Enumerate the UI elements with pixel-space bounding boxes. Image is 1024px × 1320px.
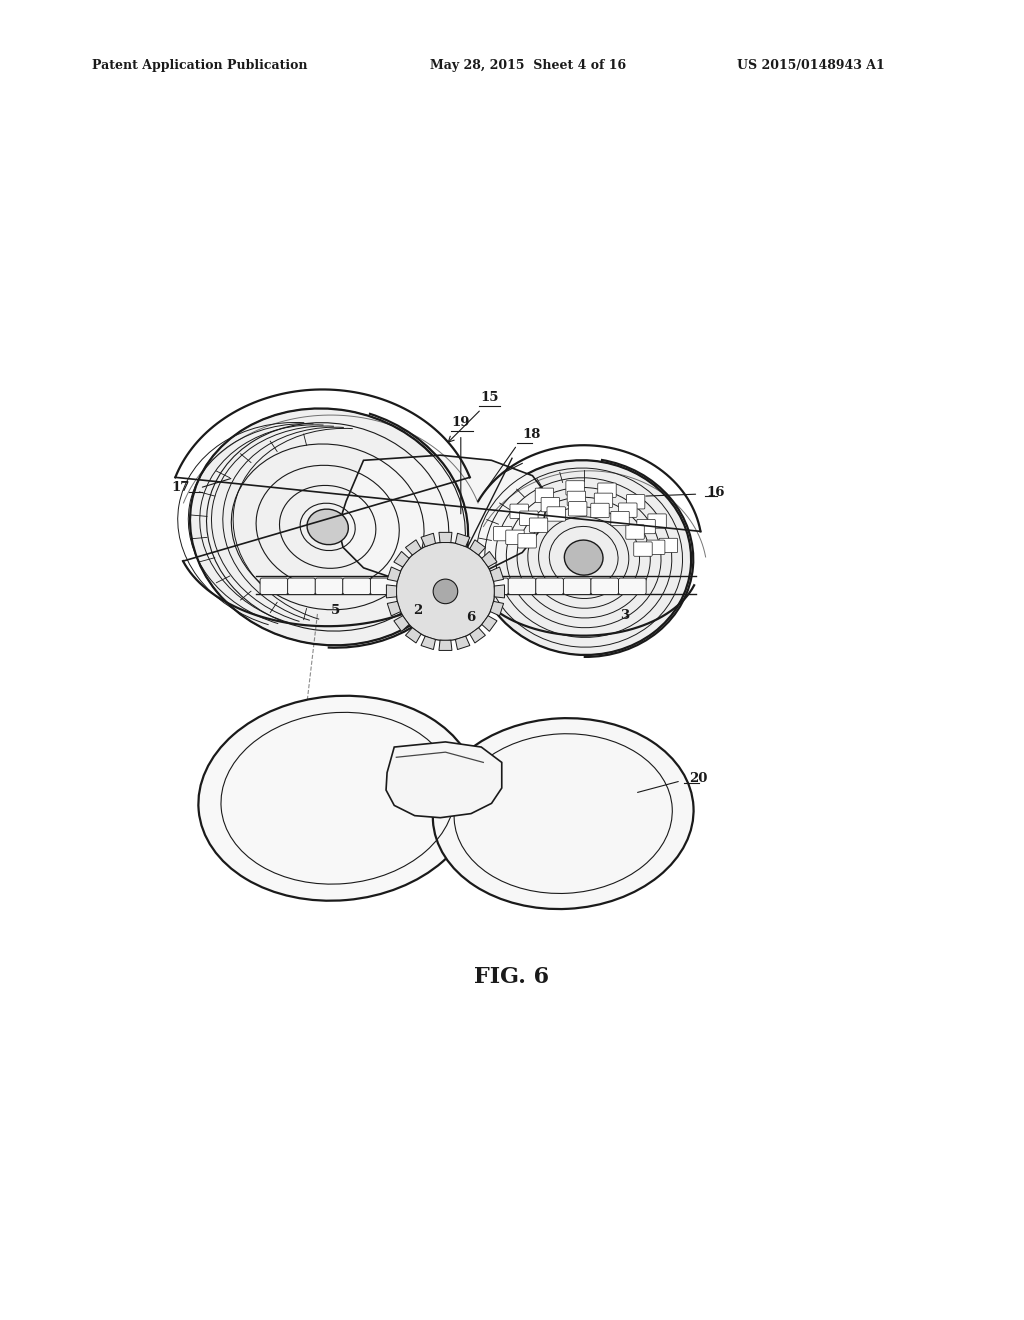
FancyBboxPatch shape [567, 491, 586, 506]
Text: 16: 16 [707, 486, 725, 499]
FancyBboxPatch shape [637, 519, 655, 533]
Polygon shape [456, 636, 470, 649]
Polygon shape [490, 568, 504, 581]
Ellipse shape [199, 696, 477, 900]
Polygon shape [406, 628, 421, 643]
Polygon shape [387, 602, 400, 616]
Polygon shape [394, 615, 409, 631]
Ellipse shape [190, 408, 465, 645]
Text: 3: 3 [621, 609, 629, 622]
FancyBboxPatch shape [541, 498, 559, 512]
Text: US 2015/0148943 A1: US 2015/0148943 A1 [737, 59, 885, 73]
Polygon shape [386, 742, 502, 817]
FancyBboxPatch shape [315, 578, 343, 594]
FancyBboxPatch shape [563, 578, 591, 594]
FancyBboxPatch shape [529, 517, 548, 532]
Polygon shape [470, 540, 485, 554]
FancyBboxPatch shape [480, 578, 508, 594]
Polygon shape [387, 568, 400, 581]
Polygon shape [490, 602, 504, 616]
Text: 5: 5 [331, 603, 341, 616]
FancyBboxPatch shape [627, 495, 645, 510]
FancyBboxPatch shape [519, 511, 538, 525]
FancyBboxPatch shape [591, 578, 618, 594]
Circle shape [433, 579, 458, 603]
Polygon shape [386, 585, 396, 598]
Polygon shape [439, 640, 452, 651]
Ellipse shape [564, 540, 603, 576]
Polygon shape [421, 636, 435, 649]
Text: Patent Application Publication: Patent Application Publication [92, 59, 307, 73]
FancyBboxPatch shape [648, 513, 667, 528]
Polygon shape [470, 628, 485, 643]
FancyBboxPatch shape [536, 488, 554, 503]
FancyBboxPatch shape [591, 503, 609, 517]
Polygon shape [394, 552, 409, 568]
FancyBboxPatch shape [646, 540, 665, 554]
FancyBboxPatch shape [494, 527, 512, 541]
Ellipse shape [307, 510, 348, 545]
Polygon shape [421, 533, 435, 546]
Text: FIG. 6: FIG. 6 [474, 966, 550, 989]
FancyBboxPatch shape [288, 578, 315, 594]
Text: May 28, 2015  Sheet 4 of 16: May 28, 2015 Sheet 4 of 16 [430, 59, 627, 73]
FancyBboxPatch shape [547, 507, 565, 521]
FancyBboxPatch shape [626, 525, 644, 539]
FancyBboxPatch shape [260, 578, 288, 594]
Polygon shape [439, 532, 452, 543]
FancyBboxPatch shape [518, 533, 537, 548]
Text: 15: 15 [480, 391, 499, 404]
FancyBboxPatch shape [618, 503, 637, 517]
FancyBboxPatch shape [598, 483, 616, 498]
Text: 2: 2 [413, 603, 423, 616]
FancyBboxPatch shape [343, 578, 371, 594]
Polygon shape [495, 585, 505, 598]
Text: 18: 18 [522, 428, 541, 441]
Polygon shape [456, 533, 470, 546]
Text: 17: 17 [171, 482, 189, 495]
Polygon shape [482, 552, 497, 568]
Ellipse shape [476, 461, 691, 655]
Polygon shape [406, 540, 421, 554]
FancyBboxPatch shape [594, 494, 612, 507]
FancyBboxPatch shape [634, 543, 652, 556]
Text: 19: 19 [452, 416, 470, 429]
Polygon shape [482, 615, 497, 631]
FancyBboxPatch shape [508, 578, 536, 594]
FancyBboxPatch shape [506, 531, 524, 544]
FancyBboxPatch shape [453, 578, 480, 594]
Ellipse shape [433, 718, 693, 909]
FancyBboxPatch shape [618, 578, 646, 594]
FancyBboxPatch shape [371, 578, 398, 594]
FancyBboxPatch shape [568, 502, 587, 516]
Text: 20: 20 [689, 772, 708, 785]
FancyBboxPatch shape [398, 578, 426, 594]
FancyBboxPatch shape [566, 480, 585, 495]
FancyBboxPatch shape [659, 539, 678, 553]
Text: 6: 6 [466, 611, 476, 624]
FancyBboxPatch shape [536, 578, 563, 594]
FancyBboxPatch shape [611, 511, 630, 525]
Polygon shape [338, 455, 548, 583]
FancyBboxPatch shape [510, 504, 528, 519]
Circle shape [396, 543, 495, 640]
